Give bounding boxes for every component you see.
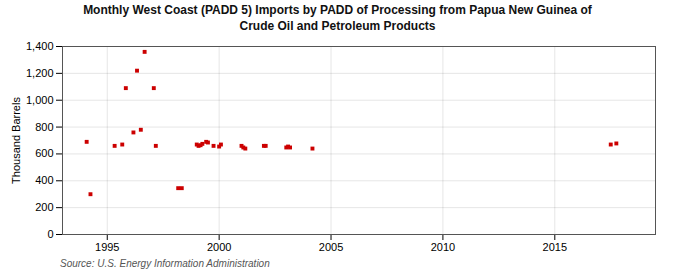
svg-text:2015: 2015 (543, 241, 567, 253)
svg-text:Thousand Barrels: Thousand Barrels (10, 97, 22, 184)
svg-text:1,000: 1,000 (26, 94, 54, 106)
html-text:Monthly West Coast (PADD 5) Im: Monthly West Coast (PADD 5) Imports by P… (83, 3, 592, 33)
html-text:Source: U.S. Energy Informatio: Source: U.S. Energy Information Administ… (60, 258, 270, 270)
svg-text:400: 400 (35, 174, 53, 186)
svg-text:0: 0 (47, 228, 53, 240)
svg-text:1995: 1995 (95, 241, 119, 253)
svg-text:600: 600 (35, 148, 53, 160)
svg-text:1,200: 1,200 (26, 67, 54, 79)
svg-text:1,400: 1,400 (26, 40, 54, 52)
svg-text:2005: 2005 (319, 241, 343, 253)
svg-text:200: 200 (35, 201, 53, 213)
svg-text:2000: 2000 (207, 241, 231, 253)
svg-text:800: 800 (35, 121, 53, 133)
svg-text:2010: 2010 (431, 241, 455, 253)
